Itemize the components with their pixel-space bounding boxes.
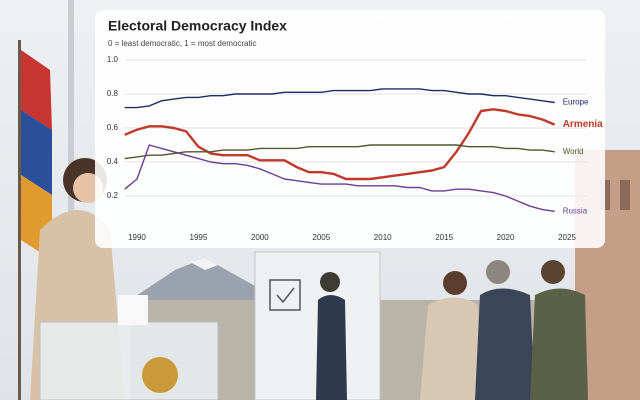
series-label: Armenia	[563, 119, 603, 130]
x-tick-label: 2020	[497, 233, 515, 242]
series-line	[124, 108, 556, 181]
x-tick-label: 1990	[128, 233, 146, 242]
y-tick-label: 0.2	[107, 191, 119, 200]
x-tick-label: 1995	[190, 233, 208, 242]
series-label: Russia	[563, 206, 588, 215]
series-line	[124, 144, 555, 212]
chart: Electoral Democracy Index 0 = least demo…	[107, 18, 603, 242]
y-tick-label: 0.6	[107, 123, 119, 132]
series-line	[124, 144, 555, 160]
y-tick-label: 0.8	[107, 89, 119, 98]
x-tick-label: 2005	[312, 233, 330, 242]
series-line	[124, 88, 555, 109]
y-tick-label: 1.0	[107, 55, 119, 64]
chart-title: Electoral Democracy Index	[108, 18, 287, 34]
y-tick-label: 0.4	[107, 157, 119, 166]
series-label: Europe	[563, 98, 589, 107]
x-tick-label: 2000	[251, 233, 269, 242]
x-tick-label: 2015	[435, 233, 453, 242]
chart-subtitle: 0 = least democratic, 1 = most democrati…	[108, 39, 257, 48]
x-tick-label: 2010	[374, 233, 392, 242]
series-label: World	[563, 147, 584, 156]
x-tick-label: 2025	[558, 233, 576, 242]
chart-panel	[95, 10, 605, 248]
